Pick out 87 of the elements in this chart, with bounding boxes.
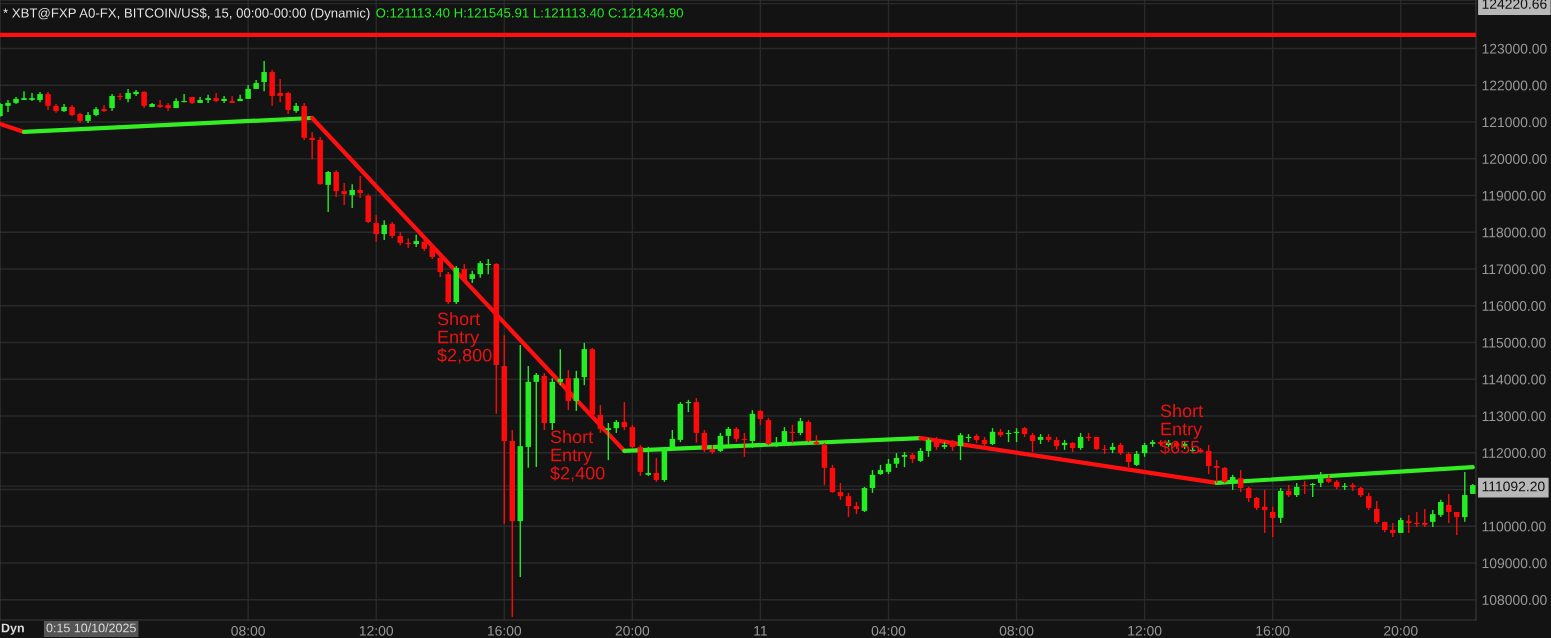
candlestick bbox=[133, 89, 139, 97]
x-tick-label: 16:00 bbox=[487, 625, 522, 636]
candlestick bbox=[5, 99, 11, 113]
candlestick bbox=[29, 92, 35, 102]
candlestick bbox=[269, 69, 275, 107]
annotation: Short Entry $2,800 bbox=[437, 312, 492, 364]
candlestick bbox=[277, 78, 283, 103]
y-tick-label: 122000.00 bbox=[1482, 80, 1547, 91]
y-tick-label: 112000.00 bbox=[1482, 448, 1546, 458]
x-tick-label: 08:00 bbox=[231, 625, 265, 636]
annotation: Short Entry $2,400 bbox=[550, 430, 605, 482]
candlestick bbox=[309, 131, 315, 160]
candlestick bbox=[45, 91, 51, 111]
text: 0:15 10/10/2025 bbox=[46, 623, 136, 633]
y-tick-label: 114000.00 bbox=[1482, 374, 1546, 385]
y-tick-label: 120000.00 bbox=[1482, 154, 1547, 164]
candlestick bbox=[781, 426, 788, 447]
candlestick bbox=[573, 370, 580, 412]
candlestick bbox=[805, 419, 812, 443]
text: Dyn bbox=[1, 623, 24, 635]
candlestick bbox=[597, 404, 604, 434]
y-tick-label: 109000.00 bbox=[1482, 558, 1547, 569]
candlestick bbox=[957, 432, 964, 461]
candlestick bbox=[349, 183, 355, 209]
candlestick bbox=[229, 95, 235, 104]
candlestick bbox=[701, 429, 708, 453]
y-tick-label: 113000.00 bbox=[1482, 411, 1546, 422]
candlestick bbox=[205, 94, 211, 104]
candlestick bbox=[645, 446, 652, 477]
candlestick bbox=[1269, 506, 1276, 538]
candlestick bbox=[1462, 471, 1468, 523]
x-tick-label: 04:00 bbox=[871, 625, 906, 636]
x-tick-label: 11 bbox=[754, 626, 767, 636]
candlestick bbox=[373, 214, 379, 243]
x-tick-label: 16:00 bbox=[1256, 625, 1290, 636]
candlestick bbox=[653, 457, 660, 483]
candlestick bbox=[221, 95, 227, 104]
text: * XBT@FXP A0-FX, BITCOIN/US$, 15, 00:00-00:00 (Dynamic) bbox=[3, 7, 370, 21]
candlestick bbox=[117, 92, 123, 101]
candlestick bbox=[325, 170, 331, 213]
candlestick bbox=[821, 442, 828, 486]
candlestick bbox=[861, 486, 868, 513]
candlestick bbox=[629, 424, 636, 449]
candlestick bbox=[1422, 508, 1428, 528]
candlestick bbox=[765, 417, 772, 446]
y-tick-label: 121000.00 bbox=[1482, 117, 1547, 128]
candlestick bbox=[1205, 444, 1212, 475]
y-tick-label: 108000.00 bbox=[1482, 595, 1547, 605]
candlestick bbox=[845, 492, 852, 518]
candlestick bbox=[213, 92, 219, 103]
y-tick-label: 117000.00 bbox=[1482, 264, 1546, 275]
candlestick bbox=[285, 91, 291, 115]
candlestick bbox=[21, 90, 27, 101]
chart-subtitle: O:121113.40 H:121545.91 L:121113.40 C:121434.90 bbox=[376, 8, 684, 18]
x-tick-label: 08:00 bbox=[999, 625, 1034, 636]
candlestick bbox=[605, 422, 612, 461]
y-tick-label: 119000.00 bbox=[1482, 190, 1546, 201]
y-tick-label: 111092.20 bbox=[1482, 481, 1545, 492]
candlestick bbox=[261, 60, 267, 92]
candlestick bbox=[181, 93, 187, 103]
candlestick bbox=[1374, 500, 1380, 525]
candlestick bbox=[1237, 469, 1244, 493]
candlestick bbox=[333, 169, 339, 198]
candlestick bbox=[565, 369, 572, 411]
candlestick bbox=[437, 254, 443, 278]
y-tick-label: 110000.00 bbox=[1482, 521, 1546, 532]
x-tick-label: 20:00 bbox=[1384, 625, 1418, 636]
candlestick bbox=[557, 348, 564, 386]
candlestick bbox=[533, 372, 540, 468]
y-tick-label: 115000.00 bbox=[1482, 337, 1546, 348]
candlestick bbox=[341, 182, 347, 206]
candlestick bbox=[381, 219, 387, 241]
y-tick-label: 116000.00 bbox=[1482, 301, 1546, 311]
candlestick bbox=[357, 175, 363, 199]
candlestick bbox=[1406, 514, 1412, 534]
candlestick bbox=[165, 102, 171, 112]
candlestick bbox=[101, 104, 107, 113]
x-tick-label: 12:00 bbox=[1128, 625, 1162, 636]
candlestick bbox=[1446, 493, 1452, 524]
candlestick bbox=[157, 99, 163, 109]
x-tick-label: 20:00 bbox=[615, 625, 650, 636]
y-tick-label: 123000.00 bbox=[1482, 43, 1547, 54]
y-tick-label: 118000.00 bbox=[1482, 227, 1546, 238]
candlestick bbox=[717, 432, 724, 453]
x-tick-label: 12:00 bbox=[359, 625, 394, 636]
candlestick bbox=[925, 437, 932, 458]
candlestick bbox=[725, 426, 732, 446]
